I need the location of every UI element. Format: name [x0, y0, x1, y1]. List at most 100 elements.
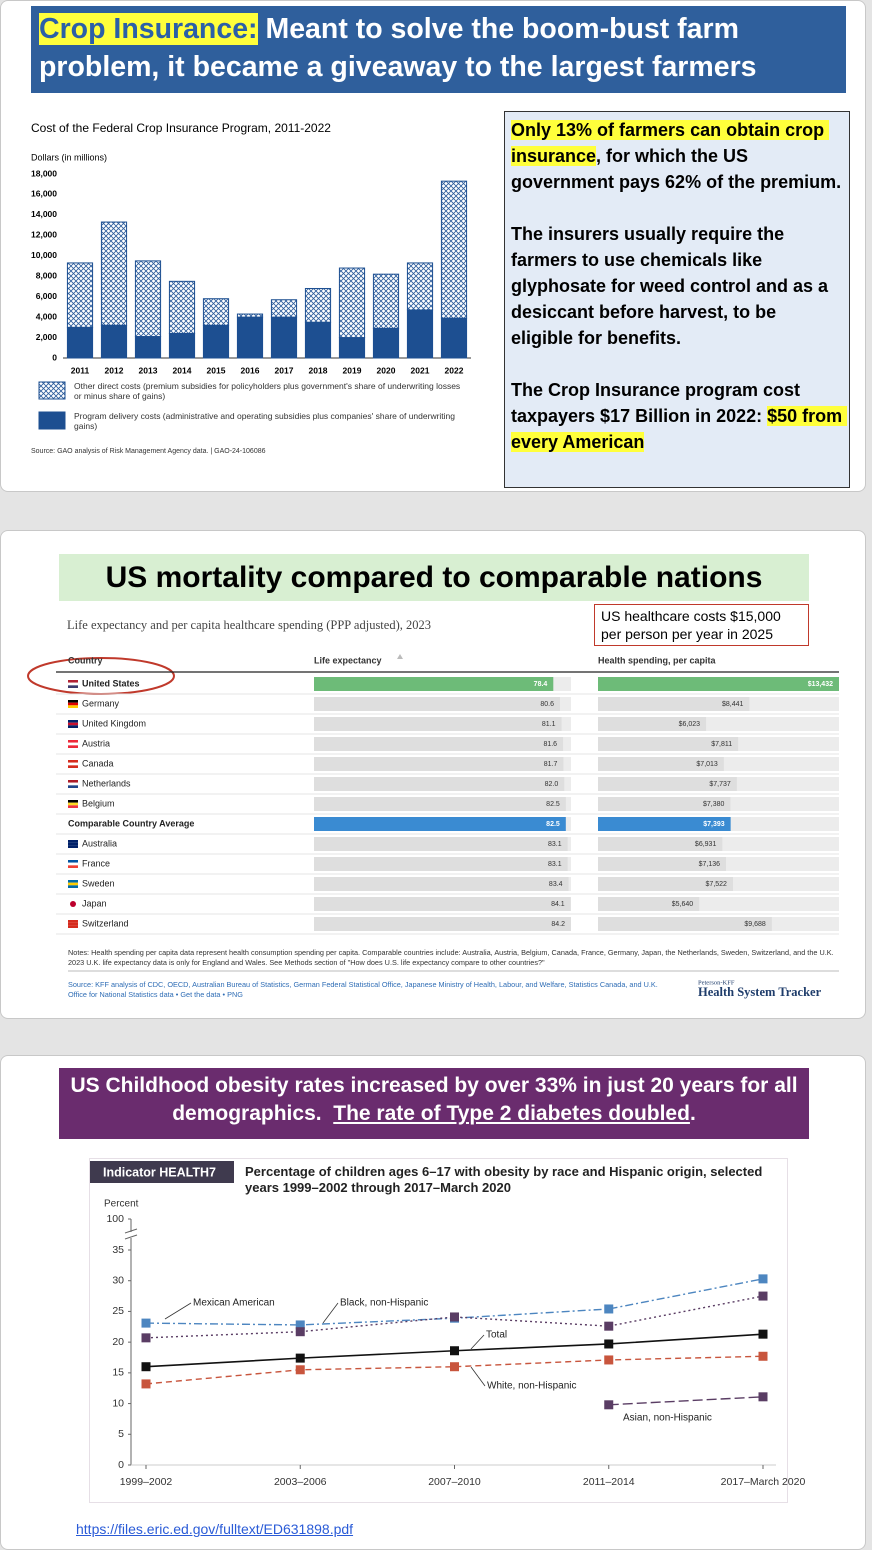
value-label: $9,688	[744, 921, 766, 928]
marker	[141, 1333, 151, 1343]
y-tick-label: 25	[112, 1305, 124, 1317]
y-tick-label: 8,000	[36, 270, 58, 280]
leader	[470, 1334, 485, 1350]
bar-segment	[66, 326, 94, 359]
marker	[604, 1321, 614, 1331]
value-label: $13,432	[808, 681, 833, 688]
x-tick-label: 2013	[139, 365, 158, 375]
axis-break	[124, 1228, 138, 1234]
x-tick-label: 2017–March 2020	[721, 1476, 806, 1488]
y-tick-label: 0	[118, 1459, 124, 1471]
crop-chart: Cost of the Federal Crop Insurance Progr…	[31, 121, 471, 455]
chart-title: Cost of the Federal Crop Insurance Progr…	[31, 121, 331, 135]
value-label: $6,023	[679, 721, 701, 728]
bar-segment	[66, 262, 94, 328]
series-line	[608, 1396, 764, 1406]
brand-title: Health System Tracker	[698, 985, 822, 999]
marker	[450, 1312, 459, 1322]
bar	[598, 737, 739, 751]
bar-segment	[440, 317, 468, 359]
flag	[68, 705, 78, 708]
series-line	[145, 1295, 764, 1339]
heading: Crop Insurance: Meant to solve the boom-…	[31, 6, 846, 93]
heading: US mortality compared to comparable nati…	[59, 554, 809, 601]
x-tick-label: 2021	[411, 365, 430, 375]
bar-segment	[134, 336, 162, 359]
source: Source: KFF analysis of CDC, OECD, Austr…	[68, 980, 658, 999]
marker	[758, 1291, 768, 1301]
y-tick-label: 2,000	[36, 332, 58, 342]
marker	[295, 1327, 305, 1337]
bar-segment	[440, 180, 468, 319]
marker	[604, 1304, 614, 1314]
subtitle: Life expectancy and per capita healthcar…	[67, 618, 431, 632]
x-tick-label: 2014	[173, 365, 192, 375]
value-label: 83.4	[549, 881, 563, 888]
bar	[314, 897, 571, 911]
bar	[314, 857, 568, 871]
category-label: Australia	[82, 838, 117, 848]
category-label: Canada	[82, 758, 114, 768]
y-tick-label: 12,000	[31, 230, 57, 240]
obesity-chart: Indicator HEALTH7 Percent 0 5 10 15 20 25 30 35 10…	[90, 1161, 806, 1488]
bar-segment	[372, 273, 400, 329]
category-label: Switzerland	[82, 918, 129, 928]
column-header: Health spending, per capita	[598, 655, 717, 665]
bar	[598, 697, 750, 711]
source: Source: GAO analysis of Risk Management …	[31, 448, 266, 455]
bar	[314, 917, 571, 931]
value-label: 78.4	[534, 681, 548, 688]
value-label: 81.1	[542, 721, 556, 728]
source-link[interactable]: https://files.eric.ed.gov/fulltext/ED631…	[76, 1521, 354, 1537]
value-label: 82.0	[545, 781, 559, 788]
bar	[314, 677, 554, 691]
series-label: Mexican American	[193, 1298, 275, 1309]
y-tick-label: 30	[112, 1274, 124, 1286]
bar	[314, 777, 565, 791]
bar	[314, 737, 564, 751]
text-segment: The Crop Insurance program cost taxpayer…	[511, 380, 806, 426]
value-label: 82.5	[546, 821, 560, 828]
flag	[68, 842, 78, 846]
series-label: Asian, non-Hispanic	[623, 1413, 712, 1424]
text-segment: The rate of Type 2 diabetes doubled	[333, 1102, 690, 1125]
x-tick-label: 2019	[343, 365, 362, 375]
heading: US Childhood obesity rates increased by …	[59, 1068, 809, 1139]
leader	[470, 1366, 486, 1387]
leader	[164, 1302, 192, 1320]
bar-segment	[134, 260, 162, 338]
category-label: Japan	[82, 898, 107, 908]
value-label: $7,393	[703, 821, 725, 828]
legend-label: Other direct costs (premium subsidies fo…	[74, 381, 461, 401]
marker	[758, 1329, 768, 1339]
y-tick-label: 100	[106, 1213, 124, 1225]
bar	[314, 697, 561, 711]
y-axis-label: Percent	[104, 1199, 139, 1210]
flag	[68, 780, 78, 783]
flag	[68, 840, 78, 843]
value-label: 81.6	[543, 741, 557, 748]
bar	[314, 817, 566, 831]
x-tick-label: 2011	[71, 365, 90, 375]
value-label: 81.7	[544, 761, 558, 768]
bar	[598, 717, 707, 731]
mortality-card: US mortality compared to comparable nati…	[0, 530, 866, 1019]
category-label: Sweden	[82, 878, 115, 888]
bar-segment	[100, 221, 128, 326]
value-label: $7,013	[696, 761, 718, 768]
x-tick-label: 2020	[377, 365, 396, 375]
marker	[758, 1392, 768, 1402]
value-label: $5,640	[672, 901, 694, 908]
text-segment: Meant to solve the boom-bust farm proble…	[39, 13, 757, 83]
y-tick-label: 6,000	[36, 291, 58, 301]
bar-segment	[304, 287, 332, 323]
value-label: $6,931	[695, 841, 717, 848]
flag	[68, 680, 78, 683]
flag	[68, 802, 78, 806]
value-label: $7,136	[699, 861, 721, 868]
bar-segment	[270, 316, 298, 359]
category-label: Germany	[82, 698, 120, 708]
x-tick-label: 2017	[275, 365, 294, 375]
x-tick-label: 2015	[207, 365, 226, 375]
